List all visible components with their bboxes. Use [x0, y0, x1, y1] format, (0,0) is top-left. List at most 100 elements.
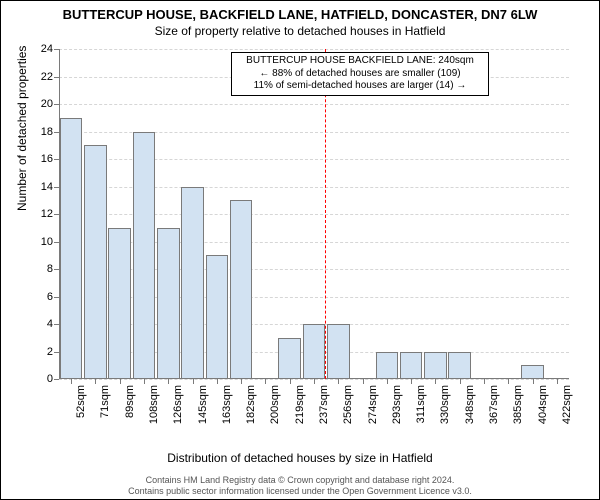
x-tick-mark	[265, 379, 266, 384]
x-tick-label: 422sqm	[561, 385, 573, 445]
x-tick-label: 385sqm	[512, 385, 524, 445]
copyright-line: Contains HM Land Registry data © Crown c…	[1, 475, 599, 486]
x-tick-label: 71sqm	[99, 385, 111, 445]
x-tick-label: 330sqm	[439, 385, 451, 445]
x-tick-label: 274sqm	[367, 385, 379, 445]
bar	[206, 255, 229, 379]
bar	[376, 352, 399, 380]
x-tick-mark	[363, 379, 364, 384]
y-tick-label: 6	[23, 291, 53, 303]
bar	[230, 200, 253, 379]
grid-line	[59, 104, 569, 105]
y-tick-mark	[54, 132, 59, 133]
x-tick-mark	[120, 379, 121, 384]
x-tick-label: 256sqm	[342, 385, 354, 445]
x-axis-title: Distribution of detached houses by size …	[1, 451, 599, 465]
y-tick-mark	[54, 324, 59, 325]
y-tick-mark	[54, 242, 59, 243]
chart-container: BUTTERCUP HOUSE, BACKFIELD LANE, HATFIEL…	[0, 0, 600, 500]
x-tick-label: 52sqm	[75, 385, 87, 445]
y-tick-label: 20	[23, 98, 53, 110]
y-axis-line	[59, 49, 60, 379]
y-tick-mark	[54, 104, 59, 105]
bar	[157, 228, 180, 379]
x-tick-label: 311sqm	[415, 385, 427, 445]
x-tick-mark	[71, 379, 72, 384]
y-tick-label: 24	[23, 43, 53, 55]
x-tick-mark	[338, 379, 339, 384]
y-tick-mark	[54, 297, 59, 298]
x-tick-label: 404sqm	[537, 385, 549, 445]
y-tick-label: 0	[23, 373, 53, 385]
x-tick-mark	[411, 379, 412, 384]
y-tick-label: 18	[23, 126, 53, 138]
y-tick-mark	[54, 352, 59, 353]
x-tick-mark	[508, 379, 509, 384]
x-tick-label: 293sqm	[391, 385, 403, 445]
bar	[60, 118, 83, 379]
x-tick-mark	[557, 379, 558, 384]
bar	[327, 324, 350, 379]
grid-line	[59, 49, 569, 50]
x-tick-mark	[290, 379, 291, 384]
x-tick-mark	[168, 379, 169, 384]
y-tick-mark	[54, 159, 59, 160]
bar	[278, 338, 301, 379]
y-tick-mark	[54, 187, 59, 188]
x-tick-mark	[387, 379, 388, 384]
annotation-line: BUTTERCUP HOUSE BACKFIELD LANE: 240sqm	[236, 55, 484, 68]
x-tick-mark	[144, 379, 145, 384]
x-tick-label: 200sqm	[269, 385, 281, 445]
y-tick-label: 16	[23, 153, 53, 165]
y-tick-label: 2	[23, 346, 53, 358]
bar	[400, 352, 423, 380]
x-tick-label: 348sqm	[464, 385, 476, 445]
x-tick-label: 89sqm	[124, 385, 136, 445]
x-tick-mark	[533, 379, 534, 384]
x-tick-label: 108sqm	[148, 385, 160, 445]
y-tick-mark	[54, 77, 59, 78]
y-tick-label: 12	[23, 208, 53, 220]
bar	[181, 187, 204, 380]
x-tick-mark	[314, 379, 315, 384]
y-tick-mark	[54, 49, 59, 50]
bar	[303, 324, 326, 379]
annotation-line: ← 88% of detached houses are smaller (10…	[236, 68, 484, 81]
x-tick-label: 163sqm	[221, 385, 233, 445]
chart-title: BUTTERCUP HOUSE, BACKFIELD LANE, HATFIEL…	[1, 7, 599, 22]
bar	[133, 132, 156, 380]
x-tick-mark	[484, 379, 485, 384]
x-tick-label: 126sqm	[172, 385, 184, 445]
y-tick-label: 4	[23, 318, 53, 330]
y-tick-label: 22	[23, 71, 53, 83]
x-tick-mark	[193, 379, 194, 384]
annotation-box: BUTTERCUP HOUSE BACKFIELD LANE: 240sqm← …	[231, 52, 489, 96]
x-tick-label: 367sqm	[488, 385, 500, 445]
x-tick-label: 145sqm	[197, 385, 209, 445]
x-tick-label: 182sqm	[245, 385, 257, 445]
bar	[424, 352, 447, 380]
x-tick-label: 219sqm	[294, 385, 306, 445]
x-tick-mark	[241, 379, 242, 384]
bar	[108, 228, 131, 379]
y-tick-mark	[54, 214, 59, 215]
bar	[521, 365, 544, 379]
chart-subtitle: Size of property relative to detached ho…	[1, 24, 599, 38]
x-tick-mark	[435, 379, 436, 384]
y-tick-label: 14	[23, 181, 53, 193]
x-tick-mark	[95, 379, 96, 384]
y-tick-label: 8	[23, 263, 53, 275]
x-tick-mark	[217, 379, 218, 384]
reference-line	[325, 49, 326, 379]
copyright-line: Contains public sector information licen…	[1, 486, 599, 497]
bar	[84, 145, 107, 379]
bar	[448, 352, 471, 380]
x-tick-label: 237sqm	[318, 385, 330, 445]
x-tick-mark	[460, 379, 461, 384]
y-tick-mark	[54, 379, 59, 380]
y-tick-mark	[54, 269, 59, 270]
y-tick-label: 10	[23, 236, 53, 248]
copyright-notice: Contains HM Land Registry data © Crown c…	[1, 475, 599, 497]
plot-area: BUTTERCUP HOUSE BACKFIELD LANE: 240sqm← …	[59, 49, 569, 379]
annotation-line: 11% of semi-detached houses are larger (…	[236, 80, 484, 93]
